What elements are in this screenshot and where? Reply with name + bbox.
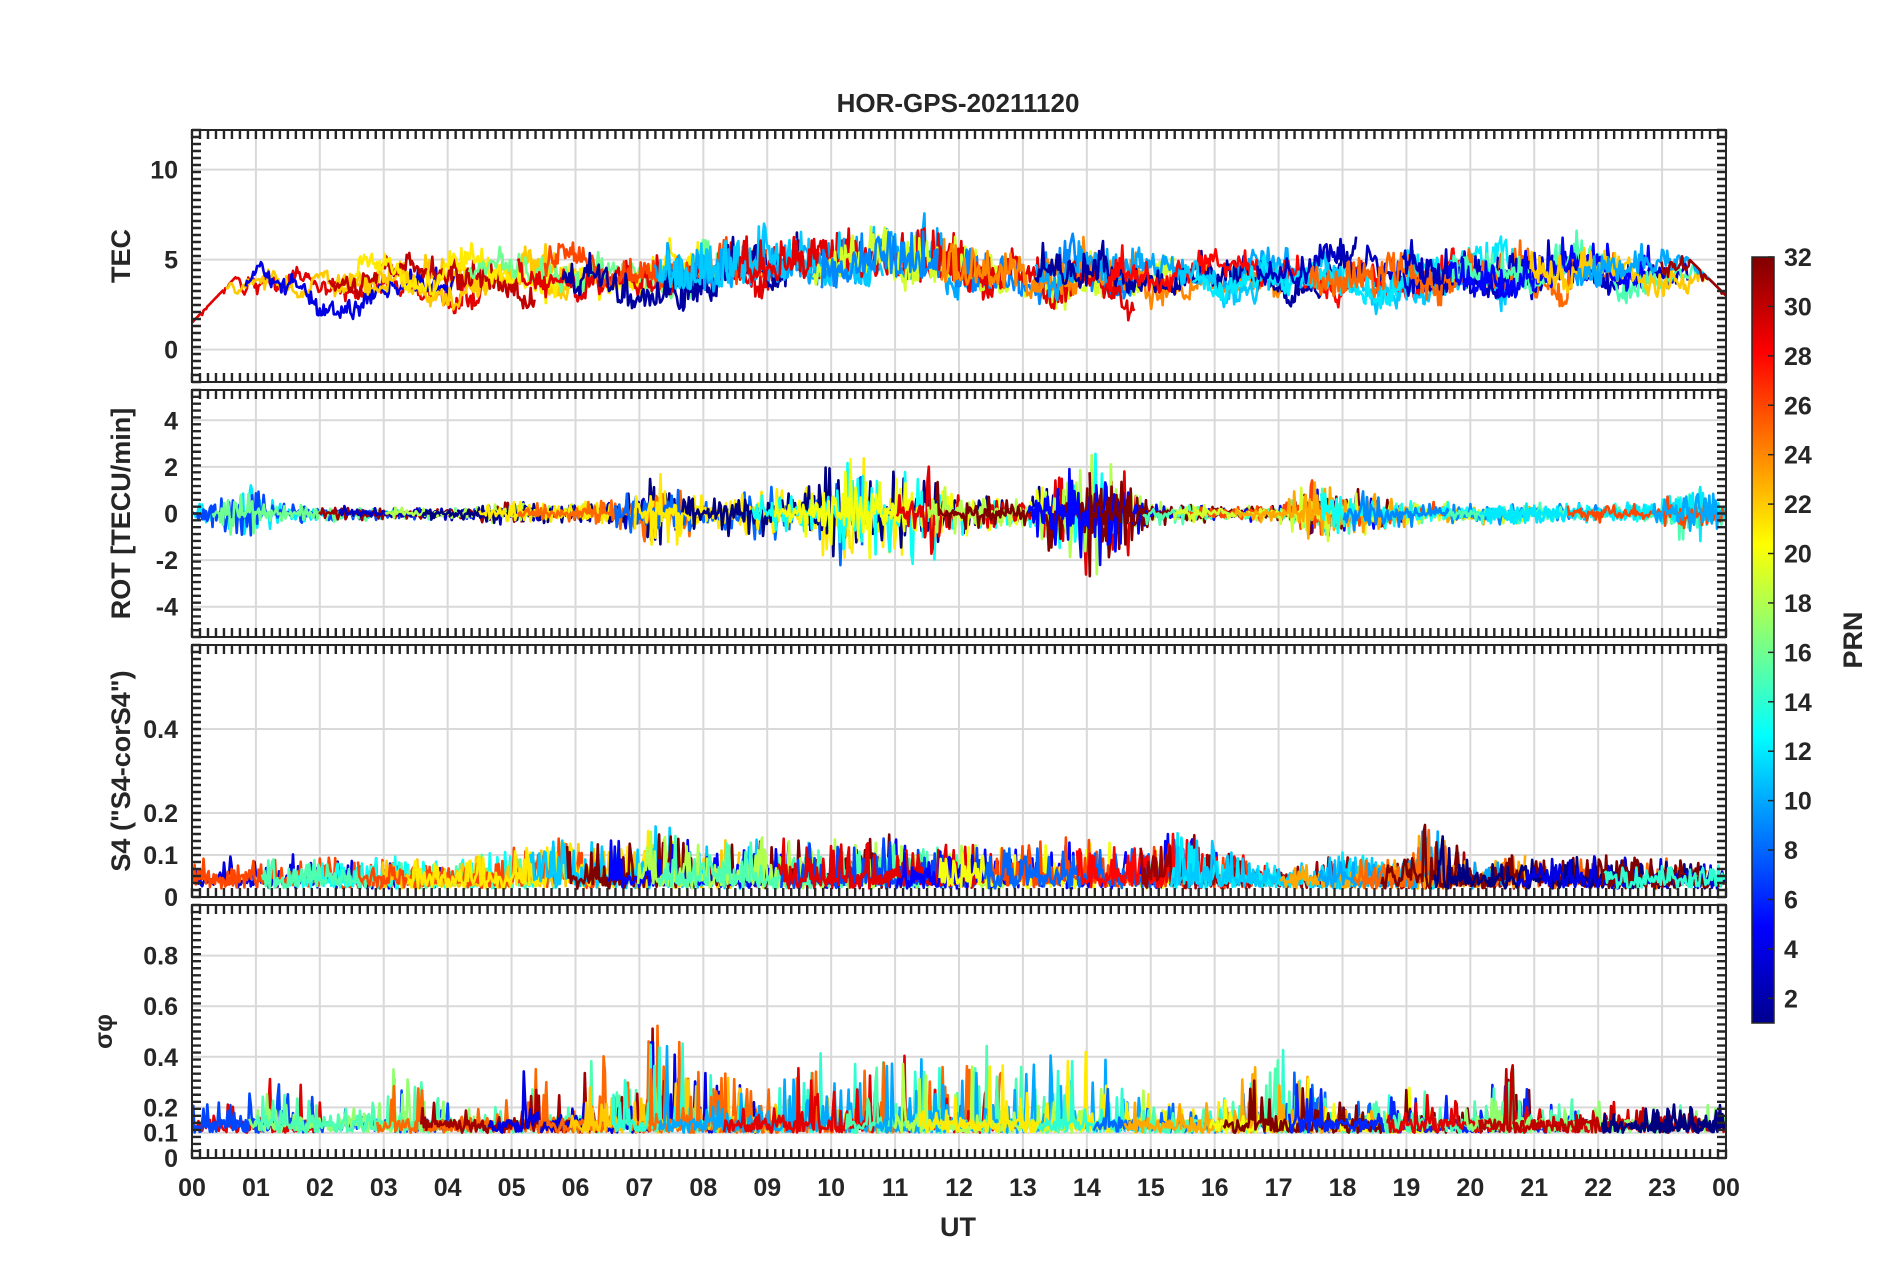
colorbar-tick-label: 26: [1784, 392, 1812, 420]
y-tick-label: 0: [164, 1145, 178, 1173]
x-tick-label: 15: [1137, 1174, 1165, 1202]
y-tick-label: -2: [156, 547, 178, 575]
x-tick-label: 17: [1265, 1174, 1293, 1202]
panel-ticks: [190, 643, 1728, 899]
y-tick-label: 0.2: [143, 800, 178, 828]
x-tick-label: 08: [689, 1174, 717, 1202]
data-series-prn: [1651, 492, 1726, 532]
data-series-prn: [1529, 246, 1726, 298]
panel-3: 0 0.1 0.2 0.4S4 ("S4-corS4"): [106, 643, 1728, 912]
panel-ticks: [190, 903, 1728, 1160]
x-tick-label: 09: [753, 1174, 781, 1202]
y-tick-label: 2: [164, 454, 178, 482]
colorbar-tick-label: 20: [1784, 541, 1812, 569]
colorbar-tick-label: 24: [1784, 442, 1812, 470]
data-series-prn: [1660, 255, 1726, 297]
data-series-prn: [1601, 1105, 1726, 1134]
data-series-prn: [1034, 240, 1297, 302]
colorbar-tick-label: 30: [1784, 293, 1812, 321]
colorbar-tick-label: 14: [1784, 689, 1812, 717]
chart-title: HOR-GPS-20211120: [837, 88, 1080, 118]
x-tick-label: 13: [1009, 1174, 1037, 1202]
x-tick-label: 07: [626, 1174, 654, 1202]
y-tick-label: 0.1: [143, 842, 178, 870]
data-series-prn: [244, 260, 456, 321]
colorbar-label: PRN: [1838, 611, 1868, 668]
x-tick-label: 01: [242, 1174, 270, 1202]
panel-traces: [192, 1024, 1726, 1134]
x-tick-label: 10: [817, 1174, 845, 1202]
y-tick-label: 0: [164, 337, 178, 365]
x-tick-label: 04: [434, 1174, 462, 1202]
y-tick-label: 0.6: [143, 993, 178, 1021]
x-tick-label: 11: [882, 1174, 909, 1202]
y-tick-label: 0.2: [143, 1094, 178, 1122]
x-axis-label: UT: [940, 1212, 976, 1242]
y-tick-label: 5: [164, 247, 178, 275]
x-axis: 00 01 02 03 04 05 06 07 08 09 10 11 12 13 14 15 16 17 18 19…: [178, 1174, 1740, 1202]
panel-1: 0 5 10 TEC: [106, 128, 1728, 384]
y-tick-label: 0.4: [143, 1044, 178, 1072]
colorbar-tick-label: 10: [1784, 788, 1812, 816]
x-tick-label: 03: [370, 1174, 398, 1202]
x-tick-label: 02: [306, 1174, 334, 1202]
y-axis-label: ROT [TECU/min]: [106, 408, 136, 619]
y-axis-label: S4 ("S4-corS4"): [106, 670, 136, 871]
x-tick-label: 00: [1712, 1174, 1740, 1202]
panel-ticks: [190, 388, 1728, 639]
colorbar-tick-label: 32: [1784, 244, 1812, 272]
x-tick-label: 12: [945, 1174, 973, 1202]
panel-traces: [192, 452, 1726, 578]
colorbar-tick-label: 28: [1784, 343, 1812, 371]
colorbar-tick-label: 22: [1784, 491, 1812, 519]
colorbar-tick-label: 6: [1784, 886, 1798, 914]
colorbar-tick-label: 16: [1784, 639, 1812, 667]
y-axis-label: σφ: [90, 1014, 118, 1049]
data-series-prn: [1191, 235, 1518, 310]
colorbar-tick-label: 8: [1784, 837, 1798, 865]
data-series-prn: [327, 251, 536, 310]
panel-traces: [192, 212, 1726, 324]
panel-2: -4 -2 0 2 4 ROT [TECU/min]: [106, 388, 1728, 639]
panel-4: 00.10.2 0.4 0.6 0.8 σφ: [90, 903, 1728, 1173]
x-tick-label: 23: [1648, 1174, 1676, 1202]
x-tick-label: 18: [1329, 1174, 1357, 1202]
colorbar-gradient: [1751, 256, 1775, 1024]
x-tick-label: 21: [1520, 1174, 1548, 1202]
data-series-prn: [777, 837, 1004, 890]
y-tick-label: 0: [164, 884, 178, 912]
y-tick-label: 0.8: [143, 943, 178, 971]
colorbar-tick-label: 18: [1784, 590, 1812, 618]
x-tick-label: 16: [1201, 1174, 1229, 1202]
x-tick-label: 00: [178, 1174, 206, 1202]
colorbar-tick-label: 12: [1784, 738, 1812, 766]
data-series-prn: [1603, 864, 1726, 890]
data-series-prn: [1566, 495, 1726, 530]
x-tick-label: 22: [1584, 1174, 1612, 1202]
x-tick-label: 14: [1073, 1174, 1101, 1202]
y-tick-label: 0.4: [143, 716, 178, 744]
x-tick-label: 06: [562, 1174, 590, 1202]
data-series-prn: [1648, 1103, 1726, 1134]
colorbar-tick-label: 4: [1784, 936, 1798, 964]
y-tick-label: 10: [150, 157, 178, 185]
x-tick-label: 20: [1456, 1174, 1484, 1202]
panel-traces: [192, 823, 1726, 890]
panel-ticks: [190, 128, 1728, 384]
y-tick-label: 4: [164, 407, 178, 435]
x-tick-label: 19: [1393, 1174, 1421, 1202]
y-tick-label: -4: [156, 594, 178, 622]
x-tick-label: 05: [498, 1174, 526, 1202]
colorbar-tick-label: 2: [1784, 985, 1798, 1013]
y-tick-label: 0: [164, 501, 178, 529]
y-axis-label: TEC: [106, 229, 136, 283]
y-tick-label: 0.1: [143, 1120, 178, 1148]
